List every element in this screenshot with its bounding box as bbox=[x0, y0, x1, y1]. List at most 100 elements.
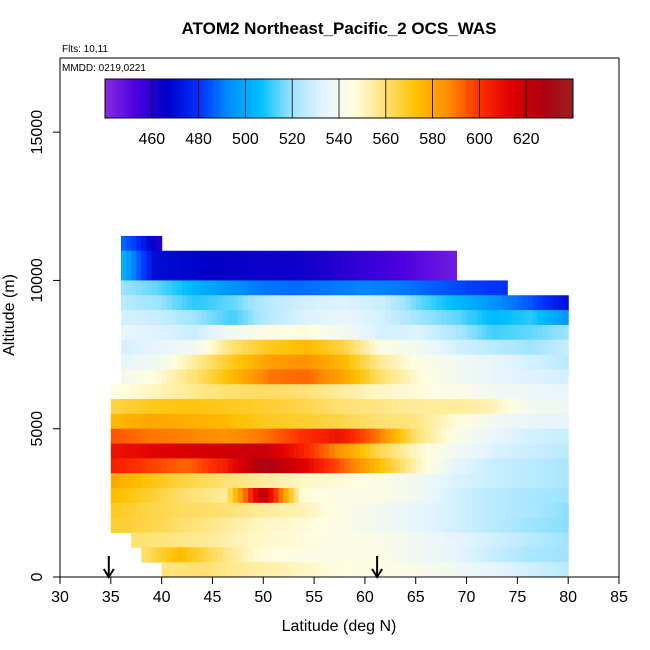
heatmap-cell bbox=[283, 532, 290, 548]
heatmap-cell bbox=[176, 399, 183, 415]
heatmap-cell bbox=[237, 324, 244, 341]
heatmap-cell bbox=[563, 562, 569, 578]
heatmap-cell bbox=[558, 399, 564, 415]
heatmap-cell bbox=[212, 339, 219, 355]
heatmap-cell bbox=[126, 384, 132, 400]
heatmap-cell bbox=[517, 562, 524, 578]
heatmap-cell bbox=[131, 443, 137, 459]
heatmap-cell bbox=[481, 517, 488, 533]
heatmap-cell bbox=[436, 562, 442, 578]
colorbar-segment bbox=[409, 79, 413, 118]
heatmap-cell bbox=[329, 354, 336, 370]
heatmap-cell bbox=[334, 399, 341, 415]
heatmap-cell bbox=[420, 458, 427, 474]
colorbar-segment bbox=[123, 79, 127, 118]
heatmap-cell bbox=[298, 413, 305, 430]
heatmap-cell bbox=[303, 250, 310, 281]
y-tick-label: 15000 bbox=[29, 110, 46, 155]
heatmap-cell bbox=[517, 310, 524, 326]
heatmap-cell bbox=[502, 458, 508, 474]
heatmap-cell bbox=[395, 473, 402, 489]
heatmap-cell bbox=[192, 458, 198, 474]
heatmap-cell bbox=[486, 443, 493, 459]
heatmap-cell bbox=[359, 369, 366, 385]
heatmap-cell bbox=[166, 280, 173, 296]
heatmap-cell bbox=[146, 532, 153, 548]
heatmap-cell bbox=[222, 443, 229, 459]
heatmap-cell bbox=[400, 354, 407, 370]
heatmap-cell bbox=[288, 399, 295, 415]
heatmap-cell bbox=[349, 502, 356, 519]
heatmap-cell bbox=[446, 280, 452, 296]
heatmap-cell bbox=[141, 295, 147, 311]
heatmap-cell bbox=[197, 295, 203, 311]
colorbar-segment bbox=[460, 79, 464, 118]
heatmap-cell bbox=[319, 547, 325, 563]
colorbar-segment bbox=[378, 79, 382, 118]
heatmap-cell bbox=[481, 547, 488, 563]
heatmap-cell bbox=[258, 384, 264, 400]
heatmap-cell bbox=[156, 517, 163, 533]
heatmap-cell bbox=[176, 413, 183, 430]
heatmap-cell bbox=[288, 413, 295, 430]
heatmap-cell bbox=[390, 280, 396, 296]
colorbar-segment bbox=[156, 79, 160, 118]
heatmap-cell bbox=[446, 413, 452, 430]
heatmap-cell bbox=[471, 354, 478, 370]
heatmap-cell bbox=[364, 369, 371, 385]
heatmap-cell bbox=[293, 384, 300, 400]
heatmap-cell bbox=[131, 458, 137, 474]
heatmap-cell bbox=[227, 324, 234, 341]
heatmap-cell bbox=[329, 547, 336, 563]
heatmap-cell bbox=[161, 562, 168, 578]
heatmap-cell bbox=[176, 562, 183, 578]
heatmap-cell bbox=[232, 250, 239, 281]
heatmap-cell bbox=[212, 473, 219, 489]
heatmap-cell bbox=[558, 369, 564, 385]
heatmap-cell bbox=[441, 310, 447, 326]
heatmap-cell bbox=[430, 369, 437, 385]
heatmap-cell bbox=[558, 428, 564, 444]
heatmap-cell bbox=[293, 502, 300, 519]
heatmap-cell bbox=[207, 562, 214, 578]
heatmap-cell bbox=[563, 458, 569, 474]
heatmap-cell bbox=[349, 488, 356, 504]
heatmap-cell bbox=[359, 547, 366, 563]
heatmap-cell bbox=[517, 295, 524, 311]
heatmap-cell bbox=[136, 369, 142, 385]
heatmap-cell bbox=[344, 428, 351, 444]
heatmap-cell bbox=[171, 413, 178, 430]
heatmap-cell bbox=[344, 384, 351, 400]
heatmap-cell bbox=[339, 354, 346, 370]
colorbar-segment bbox=[264, 79, 267, 118]
heatmap-cell bbox=[293, 517, 300, 533]
heatmap-cell bbox=[446, 428, 452, 444]
heatmap-cell bbox=[456, 310, 463, 326]
colorbar-segment bbox=[533, 79, 537, 118]
heatmap-cell bbox=[319, 502, 325, 519]
heatmap-cell bbox=[192, 488, 198, 504]
heatmap-cell bbox=[303, 473, 310, 489]
heatmap-cell bbox=[532, 488, 539, 504]
heatmap-cell bbox=[558, 562, 564, 578]
heatmap-cell bbox=[395, 562, 402, 578]
heatmap-cell bbox=[385, 384, 391, 400]
heatmap-cell bbox=[466, 488, 473, 504]
heatmap-cell bbox=[192, 547, 198, 563]
heatmap-cell bbox=[364, 339, 371, 355]
heatmap-cell bbox=[436, 532, 442, 548]
colorbar-segment bbox=[119, 79, 122, 118]
heatmap-cell bbox=[293, 399, 300, 415]
colorbar-segment bbox=[133, 79, 136, 118]
colorbar-segment bbox=[261, 79, 265, 118]
heatmap-cell bbox=[502, 399, 508, 415]
heatmap-cell bbox=[380, 517, 386, 533]
heatmap-cell bbox=[400, 502, 407, 519]
heatmap-cell bbox=[115, 458, 122, 474]
heatmap-cell bbox=[436, 517, 442, 533]
heatmap-cell bbox=[522, 458, 529, 474]
heatmap-cell bbox=[303, 369, 310, 385]
heatmap-cell bbox=[502, 428, 508, 444]
heatmap-cell bbox=[517, 473, 524, 489]
heatmap-cell bbox=[552, 562, 559, 578]
